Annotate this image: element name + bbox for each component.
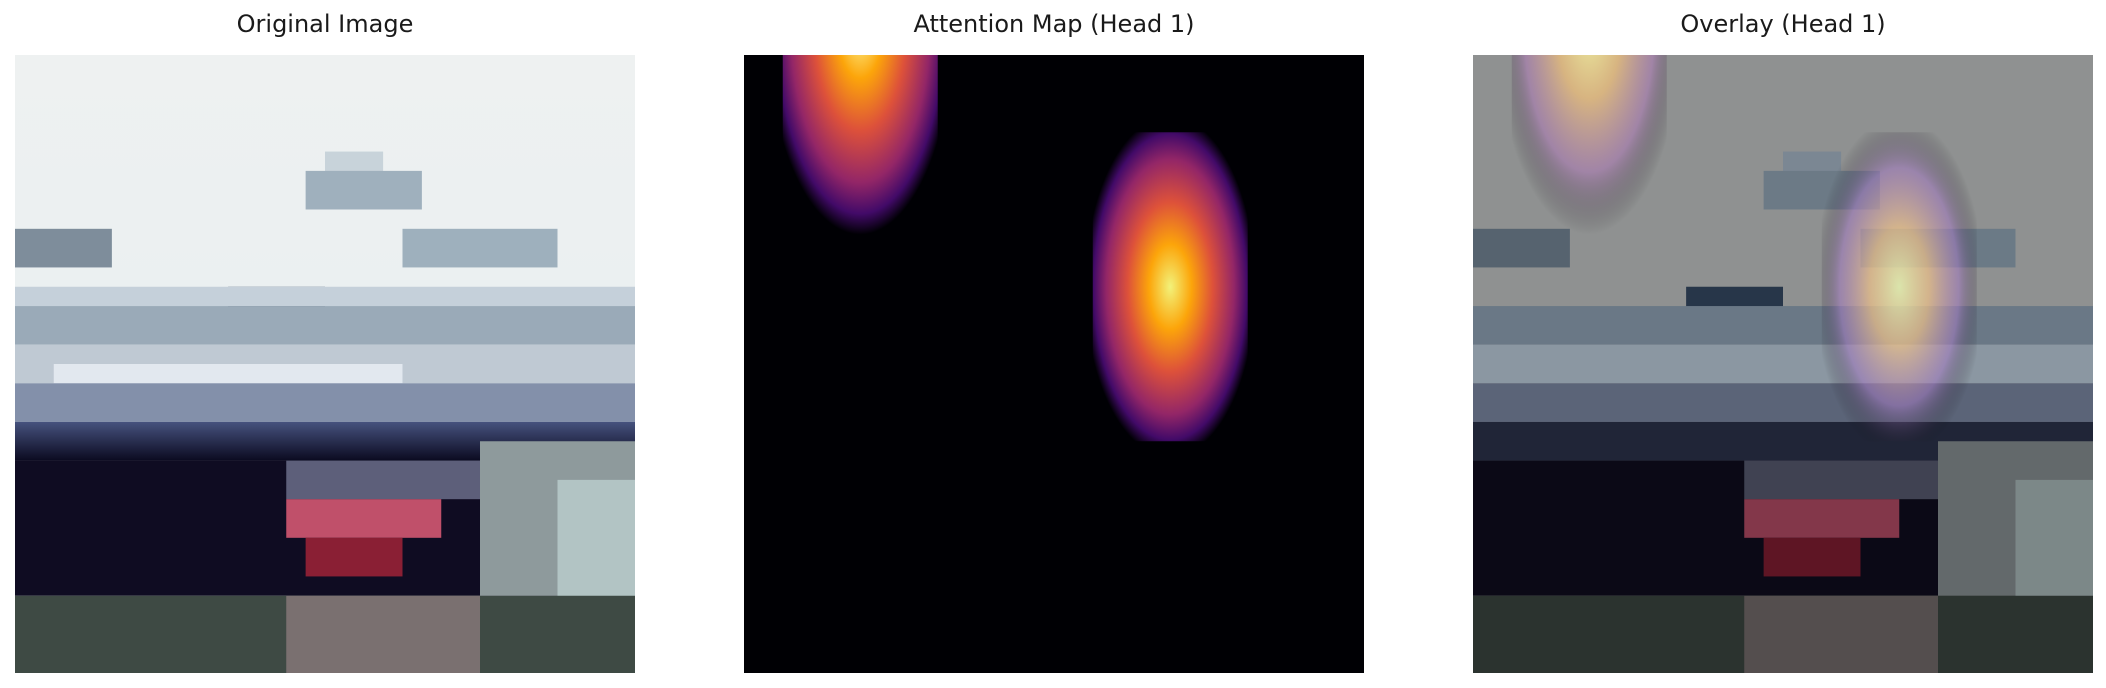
overlay-image-svg [1473, 55, 2093, 673]
original-image-svg [15, 55, 635, 673]
panel-overlay: Overlay (Head 1) [1473, 0, 2093, 688]
original-image [15, 55, 635, 673]
attention-map [744, 55, 1364, 673]
panel-attention: Attention Map (Head 1) [744, 0, 1364, 688]
panel-original: Original Image [15, 0, 635, 688]
attention-map-svg [744, 55, 1364, 673]
overlay-image [1473, 55, 2093, 673]
panel-title-attention: Attention Map (Head 1) [913, 10, 1195, 38]
panel-title-overlay: Overlay (Head 1) [1680, 10, 1886, 38]
panel-title-original: Original Image [236, 10, 414, 38]
